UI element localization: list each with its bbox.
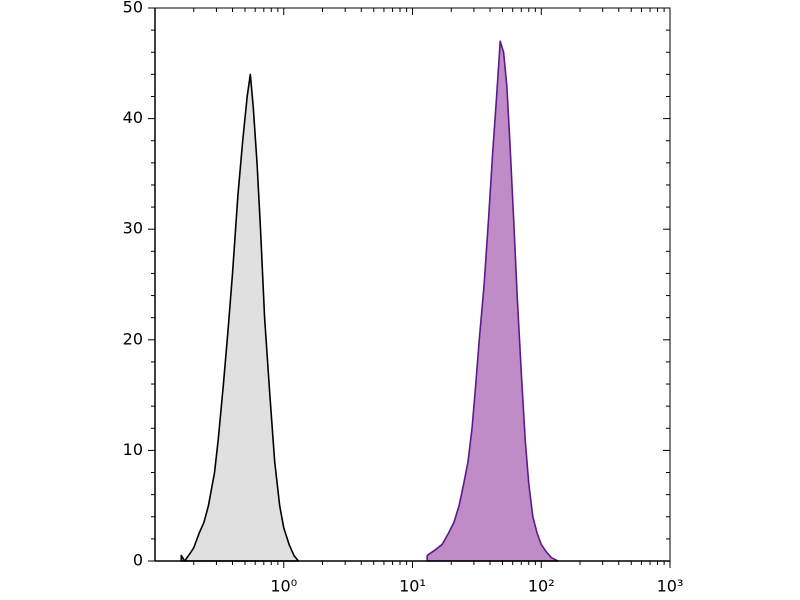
x-tick-label: 10³ — [657, 577, 684, 596]
x-tick-label: 10⁰ — [270, 577, 297, 596]
y-tick-label: 20 — [123, 329, 143, 348]
histogram — [180, 73, 300, 562]
y-tick-label: 30 — [123, 219, 143, 238]
x-tick-label: 10¹ — [399, 577, 426, 596]
y-tick-label: 50 — [123, 0, 143, 17]
x-tick-label: 10² — [528, 577, 555, 596]
y-tick-label: 0 — [133, 551, 143, 570]
y-tick-label: 10 — [123, 440, 143, 459]
y-tick-label: 40 — [123, 108, 143, 127]
histogram — [426, 40, 559, 562]
